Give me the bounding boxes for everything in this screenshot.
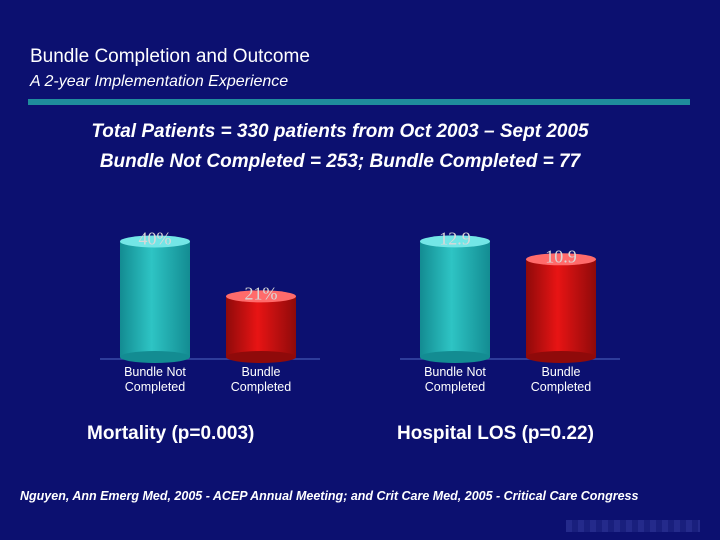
slide-subtitle: A 2-year Implementation Experience [30, 73, 289, 90]
mortality-chart-title: Mortality (p=0.003) [87, 423, 255, 444]
bar-base [226, 351, 296, 363]
bar-top [420, 235, 490, 248]
category-label: Completed [425, 380, 485, 394]
data-label: 10.9 [545, 246, 577, 266]
category-label: Bundle Not [424, 365, 486, 379]
hospital-los-chart-title: Hospital LOS (p=0.22) [397, 423, 594, 444]
data-label: 40% [139, 228, 172, 248]
category-label: Completed [231, 380, 291, 394]
bar-bundle-completed [226, 296, 296, 357]
category-label: Completed [531, 380, 591, 394]
category-label: Bundle [242, 365, 281, 379]
bar-bundle-not-completed [120, 241, 190, 357]
title-divider [28, 99, 690, 105]
bar-bundle-not-completed [420, 241, 490, 357]
category-label: Bundle [542, 365, 581, 379]
category-label: Bundle Not [124, 365, 186, 379]
bar-base [526, 351, 596, 363]
bar-base [120, 351, 190, 363]
total-patients-text: Total Patients = 330 patients from Oct 2… [91, 121, 589, 142]
citation-text: Nguyen, Ann Emerg Med, 2005 - ACEP Annua… [20, 489, 639, 503]
slide-title: Bundle Completion and Outcome [30, 46, 310, 67]
data-label: 21% [245, 283, 278, 303]
bar-bundle-completed [526, 259, 596, 357]
category-label: Completed [125, 380, 185, 394]
decorative-strip [566, 520, 700, 532]
data-label: 12.9 [439, 228, 471, 248]
bar-top [226, 290, 296, 303]
bundle-counts-text: Bundle Not Completed = 253; Bundle Compl… [99, 151, 581, 172]
bar-top [120, 235, 190, 248]
bar-top [526, 253, 596, 266]
bar-base [420, 351, 490, 363]
